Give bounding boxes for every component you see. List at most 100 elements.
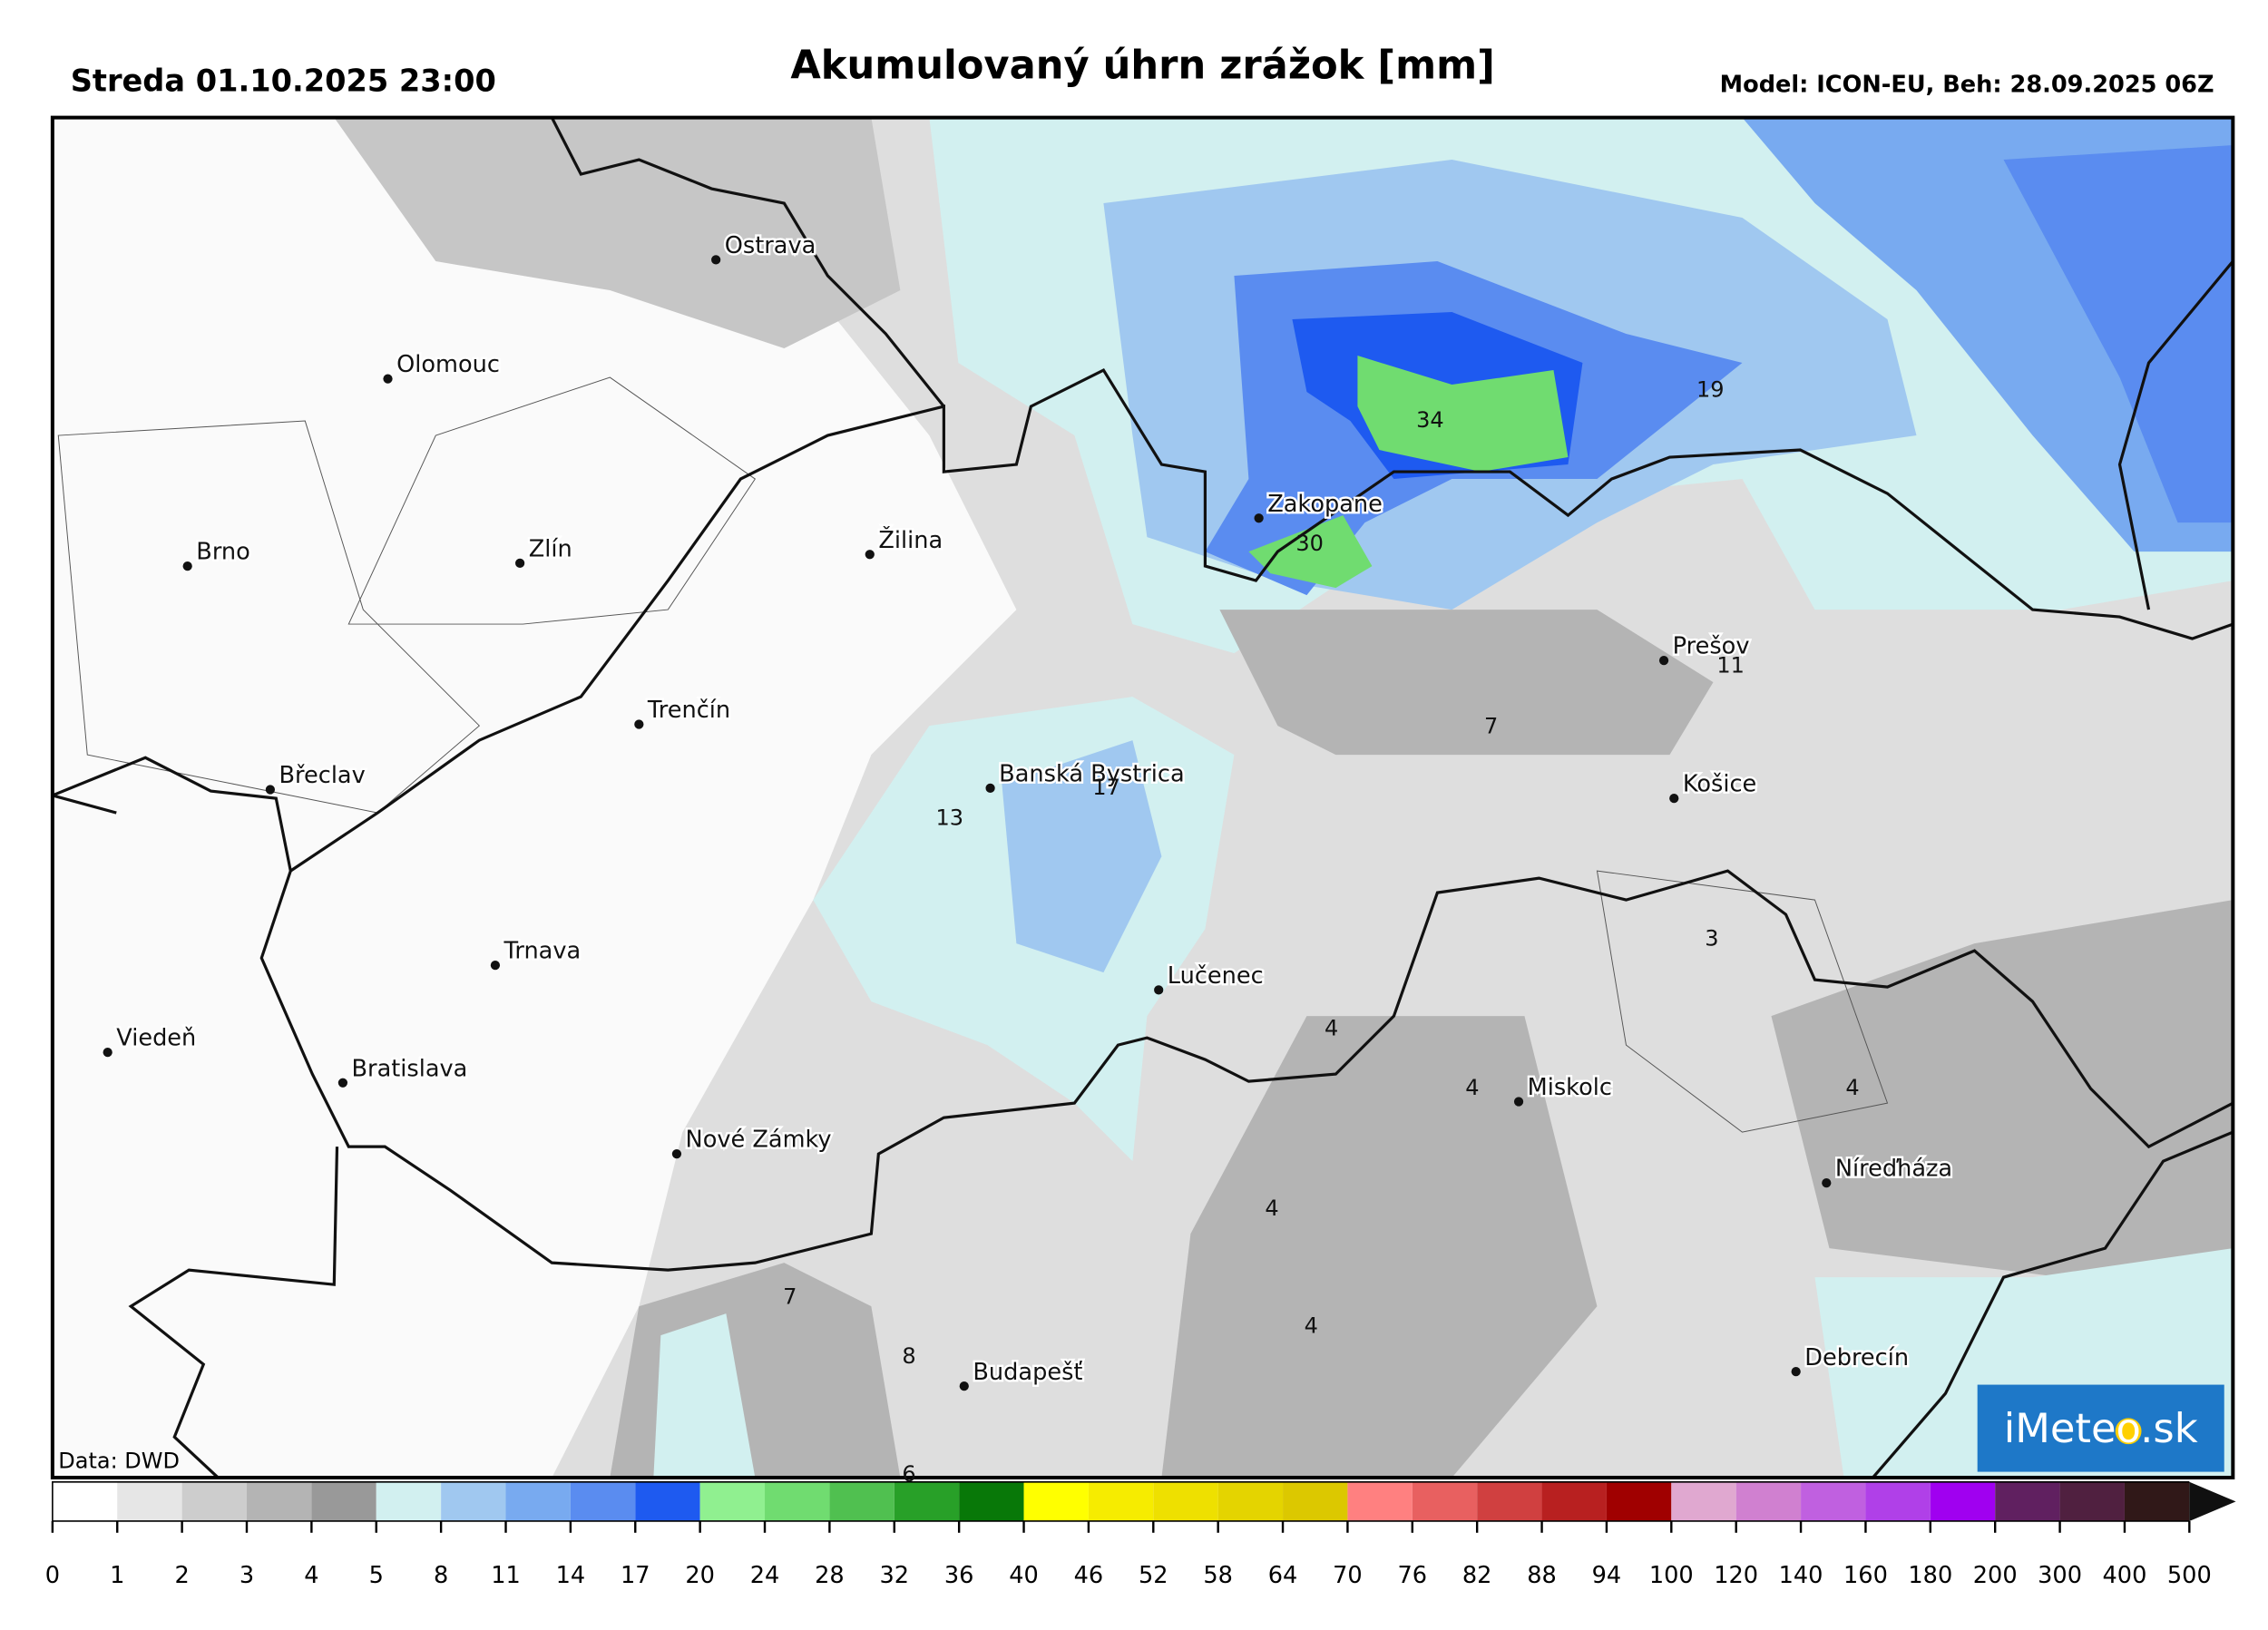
precip-area [1161, 1016, 1598, 1478]
city-dot [337, 1078, 348, 1088]
colorbar-tick-label: 1 [110, 1562, 124, 1589]
city-label: Košice [1683, 771, 1756, 798]
colorbar-tick-label: 500 [2167, 1562, 2212, 1589]
city-dot [515, 558, 525, 568]
value-label: 30 [1295, 531, 1324, 556]
city-label: Břeclav [279, 762, 365, 789]
colorbar-segment [1088, 1481, 1154, 1521]
colorbar-tick-label: 100 [1649, 1562, 1694, 1589]
value-label: 11 [1716, 652, 1745, 678]
colorbar-tick-label: 160 [1843, 1562, 1888, 1589]
colorbar-segment [1412, 1481, 1478, 1521]
city-label: Nové Zámky [686, 1127, 832, 1154]
colorbar-segment [1347, 1481, 1413, 1521]
precip-area [1219, 610, 1714, 756]
city-dot [1822, 1178, 1832, 1188]
city-label: Debrecín [1804, 1344, 1909, 1371]
colorbar-segment [1477, 1481, 1542, 1521]
region-border [57, 420, 481, 814]
city-dot [103, 1048, 112, 1058]
logo: iMeteo.sk [2004, 1404, 2198, 1452]
city-label: Zlín [529, 535, 572, 562]
city-label: Prešov [1673, 633, 1750, 660]
colorbar-tick-label: 200 [1973, 1562, 2018, 1589]
colorbar-segment [570, 1481, 636, 1521]
city-dot [634, 719, 644, 729]
colorbar-segment [765, 1481, 830, 1521]
colorbar-outline [52, 1480, 2190, 1522]
colorbar-arrow [2189, 1481, 2236, 1521]
colorbar-tick-label: 52 [1139, 1562, 1168, 1589]
colorbar-segment [1671, 1481, 1736, 1521]
colorbar-tick-label: 88 [1527, 1562, 1557, 1589]
colorbar-segment [1930, 1481, 1996, 1521]
city-label: Lučenec [1168, 962, 1264, 990]
value-label: 13 [936, 805, 964, 831]
region-border [1596, 870, 1889, 1133]
city-label: Olomouc [396, 351, 500, 378]
colorbar-segment [117, 1481, 182, 1521]
colorbar-segment [1735, 1481, 1802, 1521]
colorbar-segment [376, 1481, 442, 1521]
city-label: Viedeň [116, 1025, 196, 1052]
precip-area [334, 117, 901, 349]
city-dot [490, 960, 501, 971]
city-dot [265, 785, 276, 795]
colorbar-segment [441, 1481, 506, 1521]
city-dot [383, 374, 393, 384]
data-source: Data: DWD [58, 1448, 180, 1473]
colorbar-tick-label: 140 [1779, 1562, 1823, 1589]
map-field [52, 117, 2234, 1478]
state-border [289, 367, 2234, 873]
state-border [52, 794, 117, 815]
precip-area [2003, 145, 2234, 523]
city-label: Budapešť [973, 1359, 1082, 1386]
colorbar-tick-label: 40 [1009, 1562, 1039, 1589]
colorbar-tick-label: 58 [1203, 1562, 1233, 1589]
colorbar-segment [635, 1481, 700, 1521]
precip-area [1771, 900, 2234, 1278]
colorbar-segment [1541, 1481, 1607, 1521]
colorbar-segment [1217, 1481, 1284, 1521]
city-dot [1791, 1367, 1801, 1377]
colorbar-tick-label: 24 [750, 1562, 780, 1589]
region-border [347, 376, 757, 625]
colorbar-segment [1606, 1481, 1672, 1521]
city-label: Banská Bystrica [999, 760, 1184, 787]
city-dot [959, 1381, 969, 1391]
colorbar-tick-label: 46 [1074, 1562, 1104, 1589]
city-dot [1254, 513, 1264, 523]
city-label: Bratislava [352, 1055, 468, 1082]
value-label: 17 [1092, 775, 1120, 800]
colorbar-segment [1153, 1481, 1218, 1521]
colorbar-segment [52, 1481, 118, 1521]
colorbar-segment [2059, 1481, 2125, 1521]
value-label: 19 [1696, 376, 1725, 402]
colorbar-segment [1023, 1481, 1089, 1521]
colorbar-tick-label: 5 [369, 1562, 384, 1589]
value-label: 3 [1705, 925, 1718, 951]
colorbar-tick-label: 8 [434, 1562, 448, 1589]
city-dot [1154, 985, 1164, 995]
state-border [52, 756, 2234, 1272]
colorbar-tick-label: 400 [2103, 1562, 2147, 1589]
city-dot [985, 783, 995, 794]
city-dot [1513, 1097, 1524, 1107]
colorbar-segment [894, 1481, 960, 1521]
value-label: 6 [902, 1461, 915, 1487]
value-label: 7 [1484, 714, 1498, 739]
map-frame [50, 115, 2235, 1479]
colorbar-tick-label: 0 [45, 1562, 60, 1589]
title: Akumulovaný úhrn zrážok [mm] [790, 44, 1495, 89]
precip-area [1002, 740, 1162, 973]
precip-area [653, 1313, 756, 1478]
city-dot [671, 1149, 682, 1159]
model-info: Model: ICON-EU, Beh: 28.09.2025 06Z [1720, 71, 2214, 98]
colorbar-tick-label: 64 [1268, 1562, 1298, 1589]
city-dot [1658, 655, 1669, 666]
colorbar-tick-label: 94 [1592, 1562, 1622, 1589]
valid-time: Streda 01.10.2025 23:00 [71, 63, 496, 99]
city-dot [865, 550, 875, 560]
value-label: 4 [1465, 1075, 1479, 1100]
